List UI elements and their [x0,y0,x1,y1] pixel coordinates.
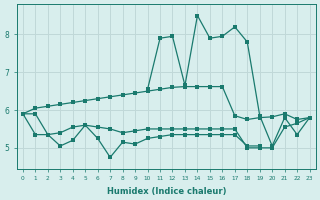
X-axis label: Humidex (Indice chaleur): Humidex (Indice chaleur) [107,187,226,196]
